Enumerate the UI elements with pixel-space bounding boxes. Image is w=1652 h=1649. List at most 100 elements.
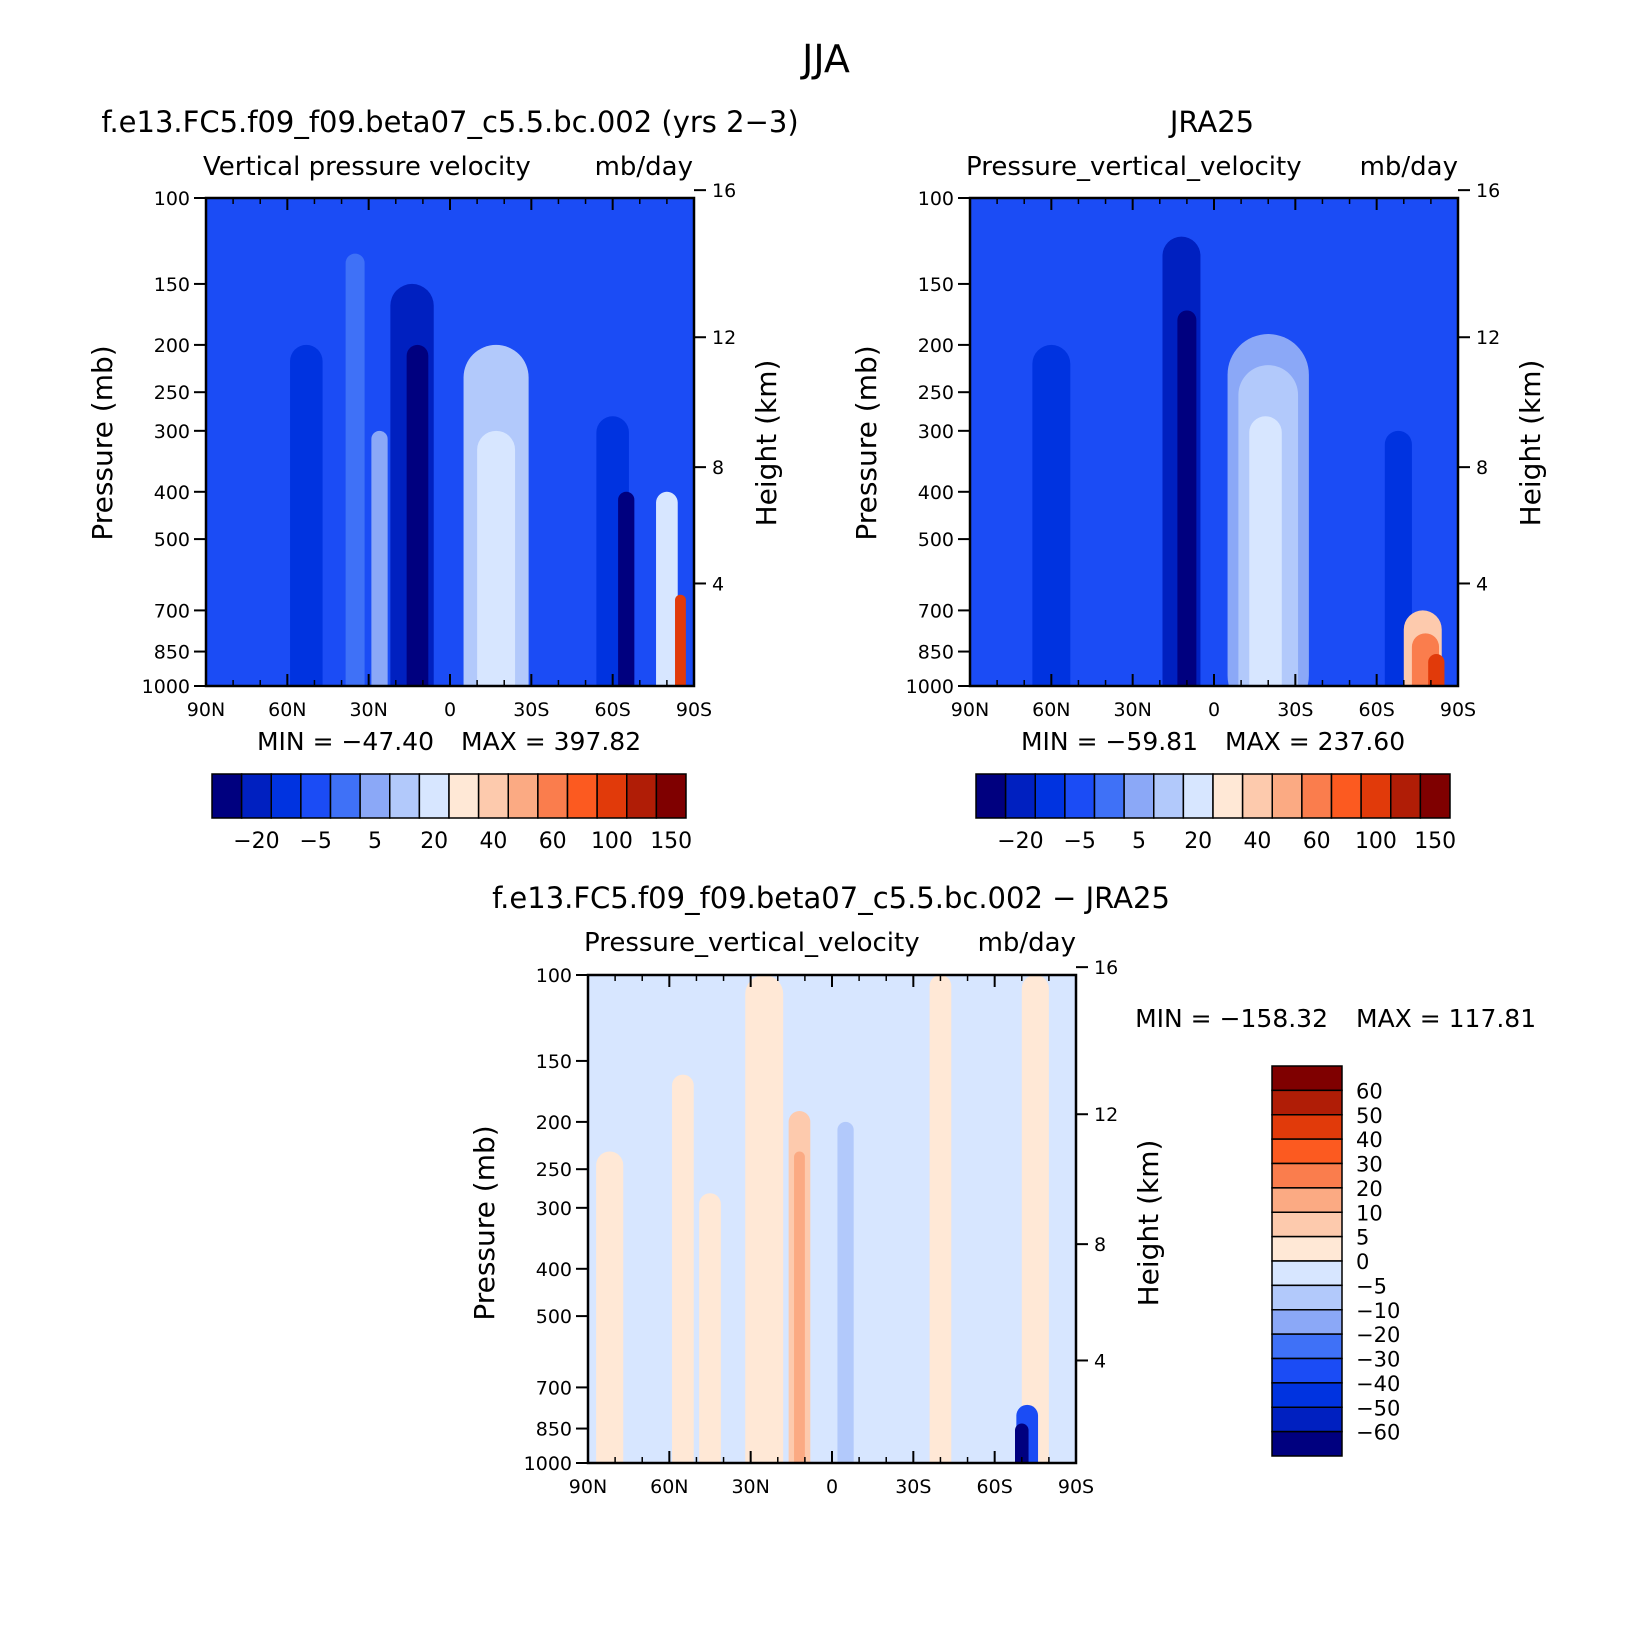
colorbar-label: 100 <box>591 829 633 854</box>
x-tick-label: 90S <box>1058 1476 1094 1498</box>
y-tick-label: 400 <box>536 1259 572 1281</box>
contour-region <box>656 491 678 686</box>
panel-obs-plot: 90N 60N 30N 0 30S 60S 90S 100 150 200 250 300 400 500… <box>906 180 1501 721</box>
contour-region <box>1384 430 1412 686</box>
colorbar-label: 5 <box>1132 829 1146 854</box>
colorbar-box <box>477 773 509 819</box>
y-tick-label: 500 <box>536 1306 572 1328</box>
colorbar-box <box>1271 1138 1343 1165</box>
y-tick-label: 700 <box>536 1377 572 1399</box>
colorbar-box <box>448 773 480 819</box>
contour-region <box>1177 310 1197 686</box>
colorbar-box <box>1212 773 1244 819</box>
colorbar-box <box>1153 773 1185 819</box>
panel-diff-min: MIN = −158.32 <box>1135 1004 1328 1033</box>
colorbar-box <box>1241 773 1273 819</box>
contour-region <box>406 344 429 686</box>
panel-obs-subtitle: Pressure_vertical_velocity <box>966 152 1302 182</box>
contour-region <box>837 1121 854 1463</box>
colorbar-box <box>1123 773 1155 819</box>
colorbar-box <box>1271 1211 1343 1238</box>
colorbar-box <box>566 773 598 819</box>
colorbar-box <box>507 773 539 819</box>
colorbar-box <box>1182 773 1214 819</box>
y-right-tick-label: 4 <box>1094 1350 1106 1372</box>
colorbar-box <box>1271 1089 1343 1116</box>
colorbar-box <box>1390 773 1422 819</box>
colorbar-box <box>1419 773 1451 819</box>
contour-region <box>745 975 784 1463</box>
y-tick-label: 150 <box>154 274 190 296</box>
colorbar-box <box>626 773 658 819</box>
panel-diff-plot: 90N 60N 30N 0 30S 60S 90S 100 150 200 250 300 400 500… <box>524 957 1119 1498</box>
y-tick-label: 300 <box>536 1198 572 1220</box>
panel-diff-ylabel: Pressure (mb) <box>468 1125 501 1320</box>
colorbar-box <box>270 773 302 819</box>
colorbar-label: −20 <box>1356 1323 1400 1347</box>
y-tick-label: 250 <box>536 1159 572 1181</box>
colorbar-label: 5 <box>368 829 382 854</box>
panel-obs-ylabel: Pressure (mb) <box>850 345 883 540</box>
colorbar-label: −5 <box>1356 1274 1387 1298</box>
y-tick-label: 100 <box>536 965 572 987</box>
y-tick-label: 850 <box>918 642 954 664</box>
x-tick-label: 90N <box>187 699 225 721</box>
contour-region <box>1021 975 1049 1463</box>
panel-diff-ylabel-right: Height (km) <box>1132 1140 1165 1307</box>
y-tick-label: 100 <box>918 188 954 210</box>
colorbar-box <box>1034 773 1066 819</box>
panel-model-ylabel: Pressure (mb) <box>86 345 119 540</box>
y-tick-label: 150 <box>536 1051 572 1073</box>
colorbar-box <box>1271 1162 1343 1189</box>
panel-model-title: f.e13.FC5.f09_f09.beta07_c5.5.bc.002 (yr… <box>101 105 798 139</box>
colorbar-box <box>359 773 391 819</box>
contour-field <box>206 198 694 686</box>
colorbar-label: −30 <box>1356 1348 1400 1372</box>
panel-diff-units: mb/day <box>978 928 1076 958</box>
x-tick-label: 30S <box>895 1476 931 1498</box>
x-tick-label: 90S <box>1440 699 1476 721</box>
colorbar-box <box>1271 773 1303 819</box>
colorbar-label: −50 <box>1356 1396 1400 1420</box>
y-right-tick-label: 12 <box>1476 327 1500 349</box>
y-tick-label: 850 <box>536 1419 572 1441</box>
contour-region <box>596 1151 624 1463</box>
x-tick-label: 0 <box>444 699 456 721</box>
panel-diff: f.e13.FC5.f09_f09.beta07_c5.5.bc.002 − J… <box>468 881 1536 1498</box>
colorbar-box <box>1271 1406 1343 1433</box>
y-tick-label: 200 <box>154 335 190 357</box>
y-tick-label: 150 <box>918 274 954 296</box>
panel-diff-subtitle: Pressure_vertical_velocity <box>584 928 920 958</box>
contour-region <box>1015 1423 1029 1463</box>
x-tick-label: 30N <box>349 699 387 721</box>
figure-title: JJA <box>800 37 850 81</box>
contour-region <box>1428 654 1445 686</box>
x-tick-label: 90N <box>951 699 989 721</box>
panel-obs: JRA25 Pressure_vertical_velocity mb/day … <box>850 105 1547 854</box>
colorbar-label: −40 <box>1356 1372 1400 1396</box>
colorbar-box <box>1064 773 1096 819</box>
colorbar-box <box>1271 1235 1343 1262</box>
x-tick-label: 90S <box>676 699 712 721</box>
y-tick-label: 1000 <box>142 676 190 698</box>
panel-obs-title: JRA25 <box>1168 105 1254 139</box>
colorbar-label: 5 <box>1356 1226 1369 1250</box>
colorbar-label: −10 <box>1356 1299 1400 1323</box>
y-right-tick-label: 12 <box>1094 1104 1118 1126</box>
y-right-tick-label: 16 <box>712 180 736 202</box>
x-tick-label: 60N <box>650 1476 688 1498</box>
contour-region <box>794 1151 805 1463</box>
contour-region <box>1249 416 1282 686</box>
colorbar-box <box>300 773 332 819</box>
panel-model-ylabel-right: Height (km) <box>750 360 783 527</box>
y-right-tick-label: 8 <box>1094 1234 1106 1256</box>
x-tick-label: 30N <box>731 1476 769 1498</box>
y-tick-label: 250 <box>154 382 190 404</box>
colorbar-label: 20 <box>1184 829 1212 854</box>
colorbar-box <box>1271 1430 1343 1457</box>
panel-diff-max: MAX = 117.81 <box>1356 1004 1536 1033</box>
colorbar-label: 0 <box>1356 1250 1369 1274</box>
contour-region <box>477 430 516 686</box>
contour-region <box>699 1193 721 1463</box>
y-tick-label: 400 <box>918 482 954 504</box>
